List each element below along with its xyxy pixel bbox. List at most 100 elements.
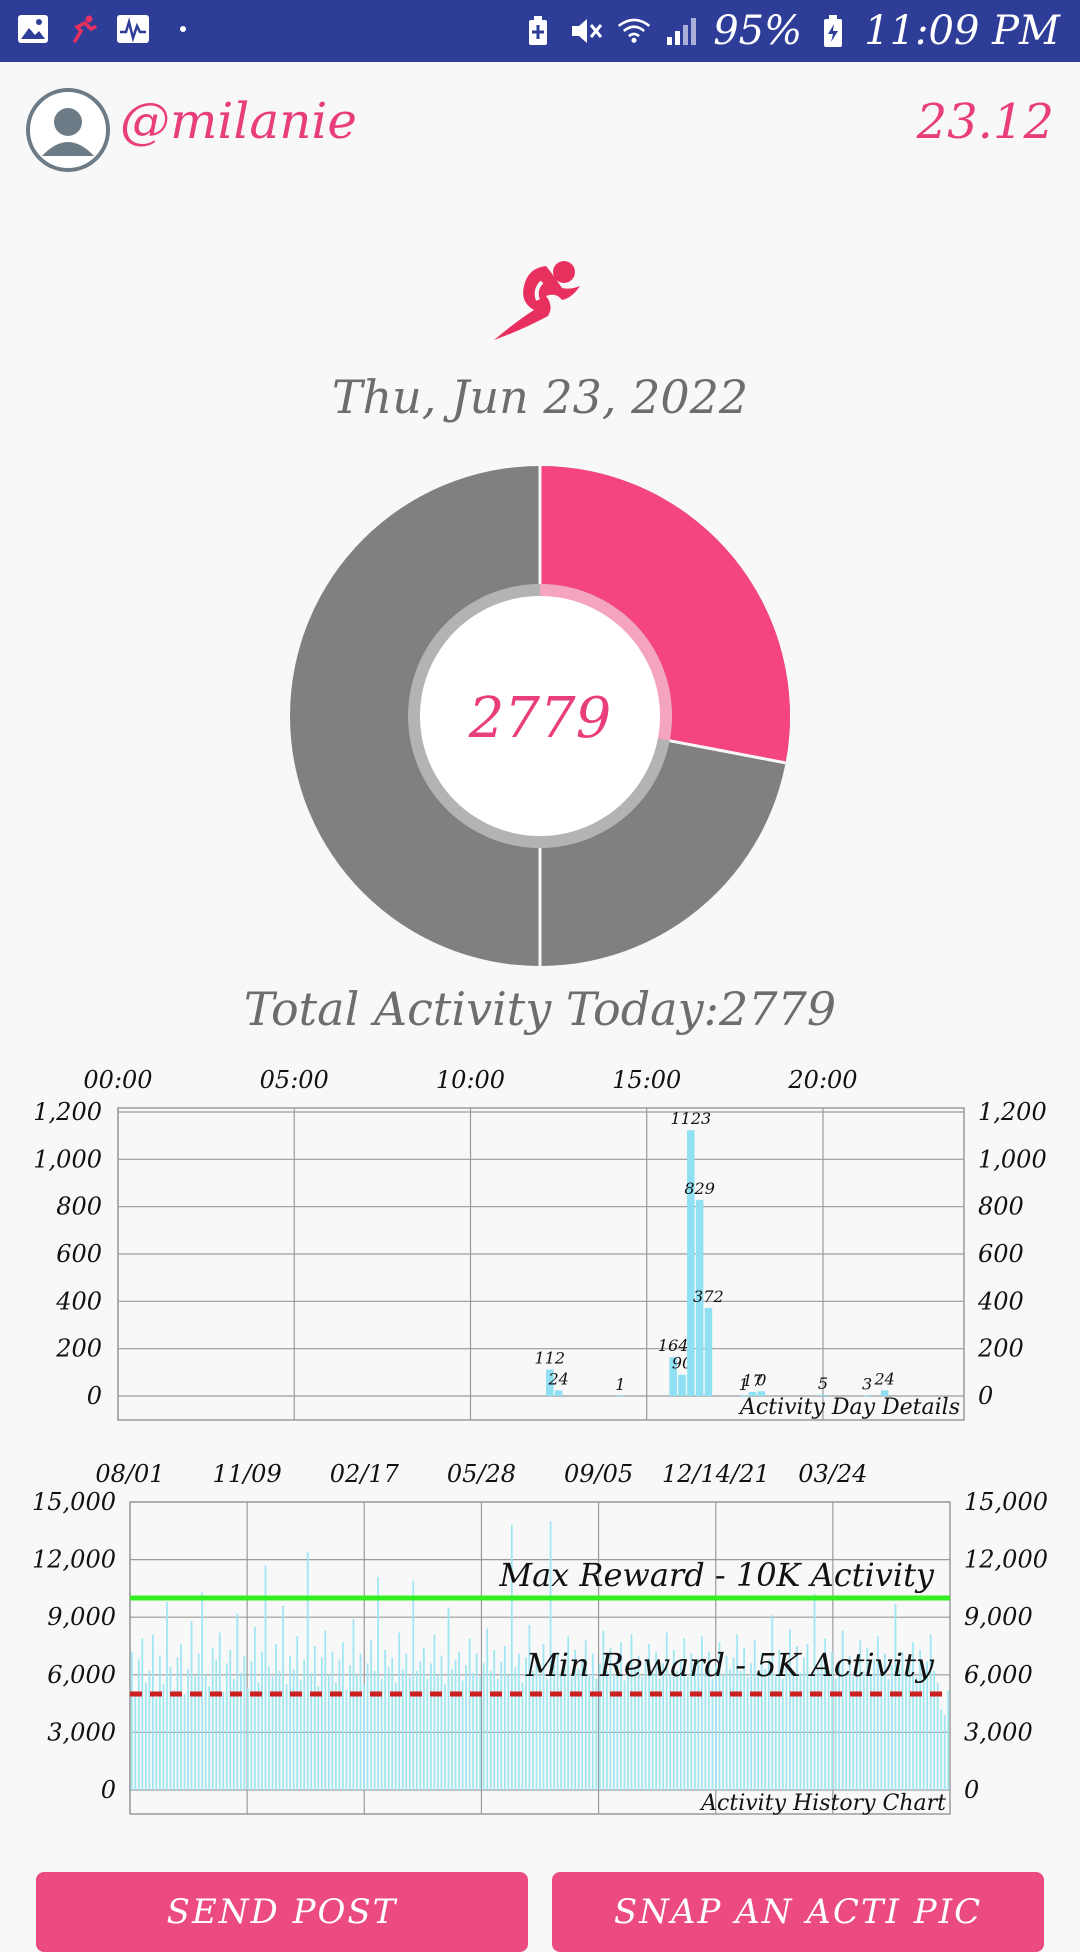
day-chart-bar (739, 1395, 748, 1397)
history-chart-bar (556, 1651, 559, 1790)
history-chart-bar (204, 1674, 207, 1790)
history-chart-bar (771, 1615, 774, 1790)
history-chart-bar (155, 1697, 158, 1790)
history-chart-bar (391, 1657, 394, 1790)
clock: 11:09 PM (864, 8, 1060, 54)
history-chart-bar (433, 1634, 436, 1790)
day-chart-bar (669, 1357, 677, 1396)
history-chart-bar (746, 1676, 749, 1790)
history-chart-bar (465, 1665, 467, 1790)
runner-icon (66, 12, 100, 46)
history-chart-bar (257, 1682, 260, 1790)
day-chart-bar (695, 1199, 704, 1396)
history-chart-bar (162, 1684, 165, 1790)
history-chart-bar (215, 1659, 218, 1790)
mute-icon (569, 14, 603, 48)
history-chart-bar (208, 1686, 211, 1790)
history-chart-bar (373, 1670, 376, 1790)
history-chart-bar (451, 1669, 453, 1790)
history-chart-bar (605, 1670, 608, 1790)
history-chart-bar (563, 1659, 566, 1790)
history-chart-bar (412, 1580, 415, 1790)
history-chart-bar (500, 1661, 503, 1790)
day-chart-y-tick-right: 1,000 (978, 1145, 1047, 1173)
history-chart-bar (384, 1649, 387, 1790)
history-chart-bar (810, 1676, 812, 1790)
history-chart-bar (486, 1628, 489, 1790)
history-chart-bar (732, 1657, 735, 1790)
history-chart-bar (539, 1674, 541, 1790)
history-chart-bar (623, 1680, 626, 1790)
history-chart-bar (324, 1630, 327, 1790)
history-chart-bar (620, 1642, 622, 1790)
history-chart-bar (743, 1647, 745, 1790)
history-chart-bar (130, 1651, 133, 1790)
history-chart-bar (482, 1663, 485, 1790)
history-chart-x-tick: 09/05 (564, 1460, 633, 1488)
history-chart-bar (356, 1674, 358, 1790)
history-chart-bar (380, 1678, 383, 1790)
history-chart-bar (627, 1665, 629, 1790)
day-chart-bar (819, 1394, 827, 1396)
history-chart-x-tick: 11/09 (213, 1460, 282, 1488)
history-chart-bar (514, 1667, 517, 1790)
history-chart-bar (239, 1672, 242, 1790)
history-chart-bar (820, 1659, 823, 1790)
history-chart-bar (862, 1670, 865, 1790)
history-chart-bar (264, 1565, 267, 1790)
history-chart-bar (222, 1692, 225, 1790)
username[interactable]: @milanie (120, 92, 357, 150)
history-chart-bar (510, 1525, 513, 1790)
history-chart-reference-label: Min Reward - 5K Activity (525, 1646, 935, 1684)
history-chart-x-tick: 05/28 (447, 1460, 516, 1488)
history-chart-bar (493, 1649, 496, 1790)
history-chart-bar (767, 1659, 770, 1790)
day-chart-bar-label: 24 (874, 1369, 895, 1388)
history-chart-bar (335, 1682, 337, 1790)
history-chart-bar (591, 1653, 594, 1790)
send-post-button[interactable]: SEND POST (36, 1872, 528, 1952)
history-chart-bar (799, 1672, 802, 1790)
history-chart-bar (422, 1647, 425, 1790)
history-chart-bar (296, 1636, 299, 1790)
history-chart-bar (729, 1669, 731, 1790)
history-chart-bar (134, 1692, 137, 1790)
history-chart-bar (394, 1682, 397, 1790)
history-chart-bar (148, 1670, 151, 1790)
history-chart-bar (764, 1669, 767, 1790)
wifi-icon (617, 14, 651, 48)
history-chart-bar (669, 1674, 672, 1790)
day-chart-y-tick-left: 800 (56, 1193, 102, 1221)
history-chart-bar (197, 1653, 200, 1790)
day-chart-bar-label: 1 (739, 1375, 749, 1394)
activity-icon (116, 12, 150, 46)
history-chart-bar (891, 1665, 893, 1790)
history-chart-bar (693, 1667, 696, 1790)
history-chart-bar (468, 1638, 471, 1790)
day-chart-y-tick-left: 400 (55, 1287, 102, 1315)
history-chart-bar (447, 1607, 450, 1790)
history-chart-bar (254, 1626, 256, 1790)
history-chart-bar (211, 1647, 214, 1790)
snap-pic-button[interactable]: SNAP AN ACTI PIC (552, 1872, 1044, 1952)
day-chart-x-tick: 15:00 (612, 1066, 681, 1094)
history-chart-bar (472, 1672, 475, 1790)
history-chart-bar (852, 1676, 855, 1790)
day-chart-bar (687, 1130, 695, 1396)
avatar[interactable] (26, 88, 110, 172)
history-chart-bar (268, 1667, 270, 1790)
history-chart-bar (370, 1640, 372, 1790)
history-chart-bar (915, 1676, 918, 1790)
day-chart-y-tick-left: 600 (56, 1240, 102, 1268)
history-chart-reference-label: Max Reward - 10K Activity (498, 1556, 935, 1594)
history-chart-y-tick-right: 3,000 (964, 1718, 1033, 1746)
history-chart-bar (243, 1655, 246, 1790)
history-chart-bar (275, 1644, 277, 1790)
history-chart-bar (739, 1670, 742, 1790)
history-chart-bar (546, 1678, 548, 1790)
history-chart-bar (711, 1678, 714, 1790)
history-chart-y-tick-left: 15,000 (32, 1488, 116, 1516)
history-chart-bar (876, 1636, 879, 1790)
day-chart-x-tick: 10:00 (436, 1066, 505, 1094)
history-chart-bar (503, 1646, 506, 1790)
